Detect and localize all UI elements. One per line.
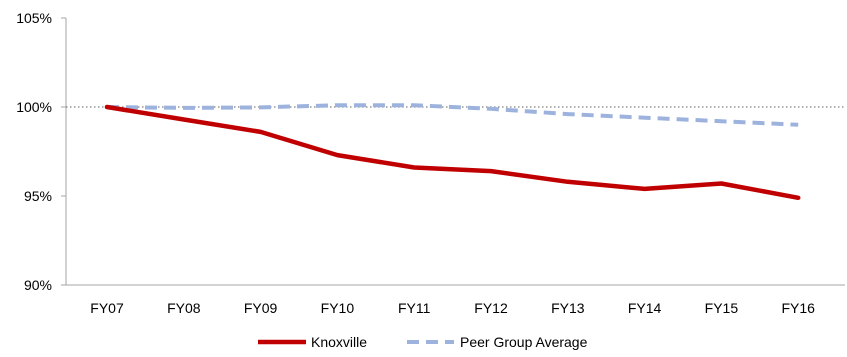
y-tick-labels: 90% 95% 100% 105% (16, 10, 52, 293)
y-tick-label: 90% (24, 277, 52, 293)
x-tick-label: FY16 (781, 300, 815, 316)
series-line-peer-group-average (106, 103, 799, 127)
x-tick-label: FY12 (474, 300, 508, 316)
y-tick-label: 100% (16, 99, 52, 115)
x-tick-label: FY07 (90, 300, 124, 316)
x-tick-label: FY10 (321, 300, 355, 316)
legend-label: Knoxville (311, 334, 367, 350)
series-group (104, 103, 801, 201)
x-tick-label: FY13 (551, 300, 585, 316)
x-tick-label: FY15 (705, 300, 739, 316)
y-tick-label: 95% (24, 188, 52, 204)
x-tick-label: FY08 (167, 300, 201, 316)
x-tick-label: FY09 (244, 300, 278, 316)
y-tick-label: 105% (16, 10, 52, 26)
x-tick-label: FY14 (628, 300, 662, 316)
x-tick-labels: FY07 FY08 FY09 FY10 FY11 FY12 FY13 FY14 FY15 FY16 (90, 300, 815, 316)
legend-label: Peer Group Average (460, 334, 588, 350)
series-line-knoxville (104, 104, 801, 201)
axes (61, 17, 845, 286)
x-tick-label: FY11 (398, 300, 431, 316)
legend: Knoxville Peer Group Average (258, 334, 588, 350)
